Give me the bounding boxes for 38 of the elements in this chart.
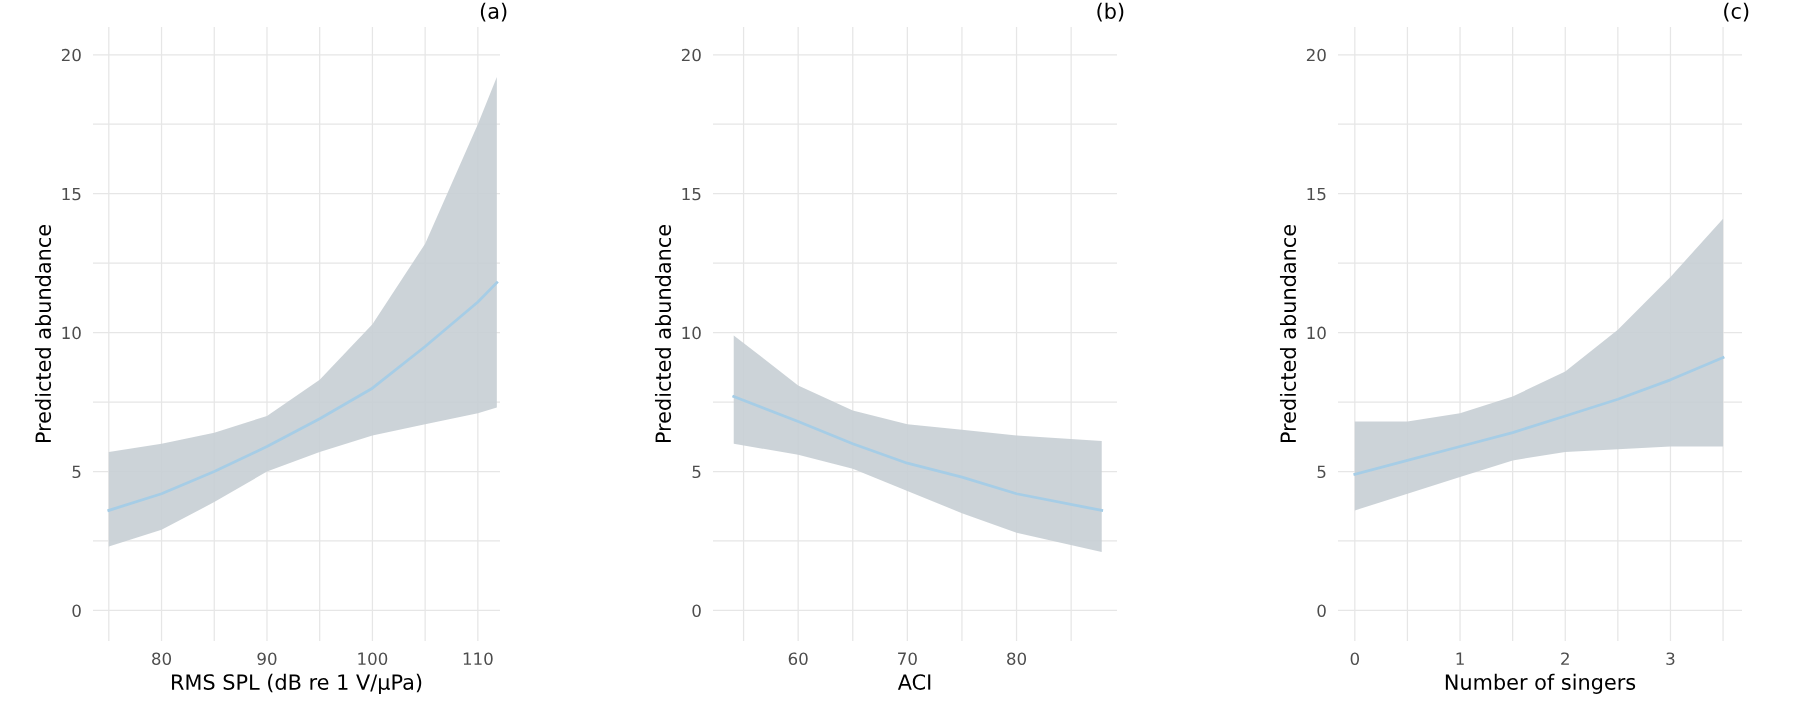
chart-title: (a)	[480, 2, 507, 22]
y-tick-label: 15	[682, 187, 701, 201]
chart-title: (c)	[1724, 2, 1749, 22]
x-tick-label: 110	[463, 652, 493, 666]
y-tick-label: 0	[692, 604, 701, 618]
y-tick-label: 15	[1307, 187, 1326, 201]
y-axis-title: Predicted abundance	[654, 224, 672, 443]
x-axis-title: Number of singers	[1445, 673, 1636, 694]
y-tick-label: 10	[62, 326, 81, 340]
y-tick-label: 0	[72, 604, 81, 618]
y-tick-label: 5	[1317, 465, 1326, 479]
y-tick-label: 10	[1307, 326, 1326, 340]
line-series	[732, 395, 1104, 512]
line-series	[107, 281, 499, 512]
x-axis-title: ACI	[897, 674, 931, 690]
line-series	[1353, 356, 1725, 476]
chart-title: (b)	[1097, 2, 1124, 22]
y-tick-label: 15	[62, 187, 81, 201]
x-tick-label: 70	[898, 652, 917, 666]
y-axis-title: Predicted abundance	[1279, 224, 1297, 443]
y-tick-label: 5	[692, 465, 701, 479]
x-tick-label: 3	[1666, 652, 1675, 666]
x-tick-label: 90	[257, 652, 277, 666]
y-tick-label: 20	[681, 48, 701, 62]
y-tick-label: 20	[1306, 48, 1326, 62]
y-tick-label: 20	[61, 48, 81, 62]
x-tick-label: 0	[1350, 652, 1360, 666]
x-tick-label: 1	[1456, 652, 1464, 665]
x-tick-label: 80	[152, 652, 172, 666]
x-tick-label: 100	[358, 652, 388, 666]
y-axis-title: Predicted abundance	[34, 224, 52, 443]
x-tick-label: 2	[1561, 652, 1569, 665]
y-tick-label: 5	[72, 465, 81, 479]
y-tick-label: 0	[1317, 604, 1326, 618]
x-axis-title: RMS SPL (dB re 1 V/μPa)	[172, 673, 422, 694]
y-tick-label: 10	[682, 326, 701, 340]
x-tick-label: 60	[788, 652, 808, 666]
x-tick-label: 80	[1007, 652, 1027, 666]
